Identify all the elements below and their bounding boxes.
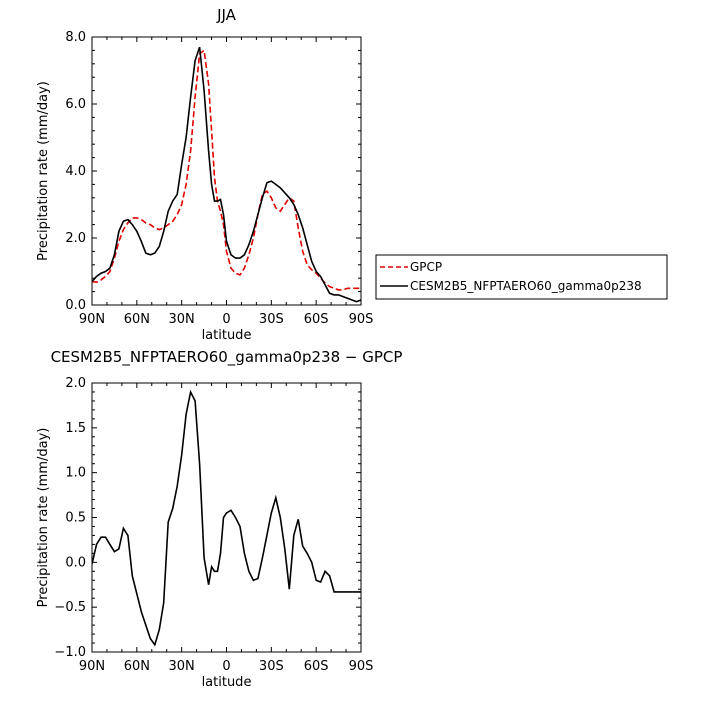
y-tick-label: 2.0	[65, 376, 86, 391]
y-tick-label: −1.0	[54, 645, 86, 660]
x-tick-label: 90N	[79, 659, 105, 674]
x-tick-label: 30S	[259, 312, 284, 327]
x-tick-label: 60N	[124, 659, 150, 674]
y-tick-label: 0.0	[65, 555, 86, 570]
x-axis-label: latitude	[202, 675, 252, 690]
x-tick-label: 90S	[349, 659, 374, 674]
x-tick-label: 60S	[304, 659, 329, 674]
legend-label: GPCP	[410, 260, 442, 274]
chart-title: JJA	[216, 6, 237, 24]
y-tick-label: 1.0	[65, 466, 86, 481]
x-axis-label: latitude	[202, 328, 252, 343]
x-tick-label: 0	[222, 659, 230, 674]
y-tick-label: 6.0	[65, 97, 86, 112]
x-tick-label: 60S	[304, 312, 329, 327]
y-tick-label: −0.5	[54, 600, 86, 615]
chart-title: CESM2B5_NFPTAERO60_gamma0p238 − GPCP	[51, 348, 403, 367]
series-line-gpcp	[92, 48, 361, 291]
y-tick-label: 2.0	[65, 231, 86, 246]
legend-label: CESM2B5_NFPTAERO60_gamma0p238	[410, 279, 642, 293]
x-tick-label: 60N	[124, 312, 150, 327]
chart-panel-1: JJA 90N 60N 30N 0 30S 60S 90S 0.0 2.0 4.0 6.0 8.0 lat…	[36, 6, 668, 343]
y-tick-label: 8.0	[65, 30, 86, 45]
chart-panel-2: CESM2B5_NFPTAERO60_gamma0p238 − GPCP 90N 6…	[36, 348, 402, 690]
y-axis-label: Precipitation rate (mm/day)	[36, 428, 51, 608]
x-tick-label: 30N	[169, 312, 195, 327]
x-tick-label: 90S	[349, 312, 374, 327]
series-line-1	[92, 389, 361, 647]
x-tick-label: 90N	[79, 312, 105, 327]
legend: GPCP CESM2B5_NFPTAERO60_gamma0p238	[375, 254, 668, 300]
x-tick-label: 30S	[259, 659, 284, 674]
x-tick-label: 30N	[169, 659, 195, 674]
plot-frame	[91, 36, 362, 306]
y-tick-label: 4.0	[65, 164, 86, 179]
y-axis-label: Precipitation rate (mm/day)	[36, 81, 51, 261]
y-tick-label: 1.5	[65, 421, 86, 436]
x-tick-label: 0	[222, 312, 230, 327]
plot-frame	[91, 382, 362, 653]
legend-box	[375, 254, 668, 300]
y-tick-label: 0.5	[65, 511, 86, 526]
y-tick-label: 0.0	[65, 298, 86, 313]
series-line-cesm2b5-nfptaero60-gamma0p238	[92, 46, 361, 303]
